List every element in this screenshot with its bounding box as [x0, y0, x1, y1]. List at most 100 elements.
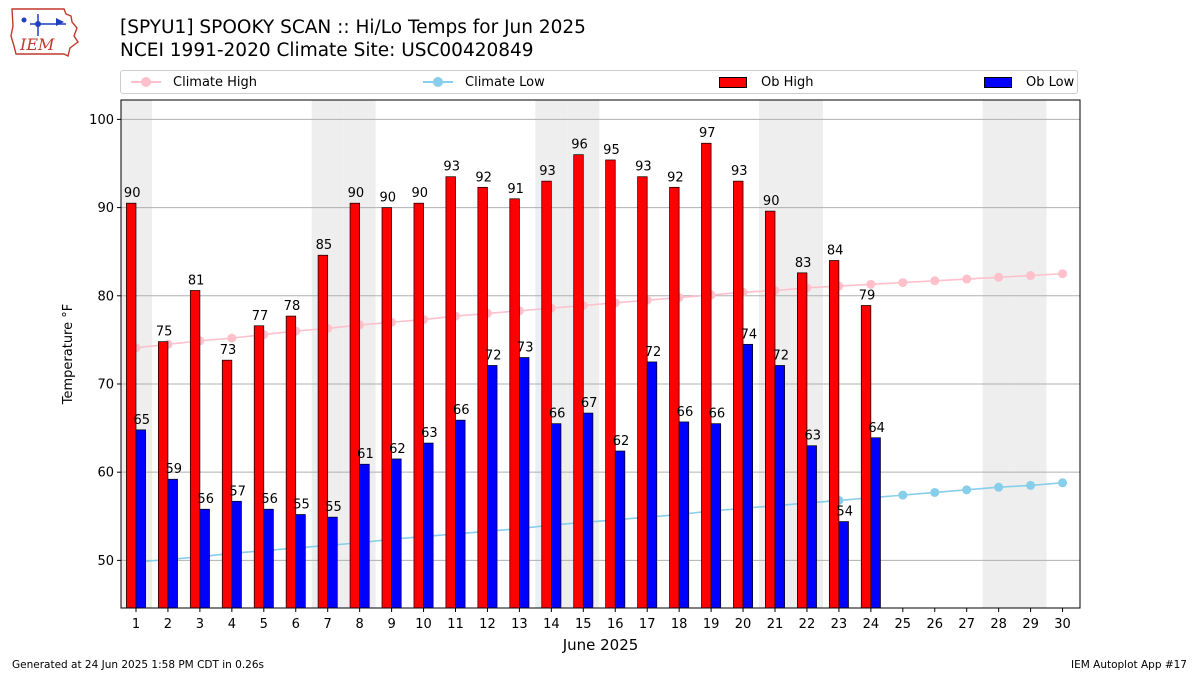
ob-low-bar-23 [838, 521, 849, 609]
ob-low-label-16: 62 [613, 434, 630, 449]
ob-high-label-23: 84 [827, 244, 844, 259]
ob-low-bar-22 [806, 445, 817, 609]
climate-high-point-30 [1058, 269, 1068, 279]
ob-low-label-10: 63 [421, 426, 438, 441]
ob-low-label-7: 55 [325, 500, 342, 515]
climate-low-point-25 [898, 490, 908, 500]
ob-low-label-6: 55 [293, 498, 310, 513]
climate-low-swatch [423, 77, 453, 87]
x-tick-label-21: 21 [767, 617, 784, 632]
ob-high-label-13: 91 [507, 182, 524, 197]
ob-high-bar-3 [189, 290, 201, 609]
legend-climate-high: Climate High [131, 71, 257, 93]
ob-high-bar-23 [828, 260, 840, 609]
x-axis-label: June 2025 [562, 636, 639, 654]
climate-low-point-27 [962, 485, 972, 495]
x-tick-label-17: 17 [639, 617, 656, 632]
ob-high-label-1: 90 [124, 186, 141, 201]
ob-low-bar-6 [295, 514, 306, 609]
y-tick-label-60: 60 [97, 466, 114, 481]
logo-text: IEM [19, 35, 55, 54]
legend-ob-low: Ob Low [984, 71, 1074, 93]
ob-high-bar-15 [573, 154, 584, 609]
ob-low-bar-18 [678, 421, 690, 609]
ob-low-bar-19 [710, 423, 722, 609]
climate-high-swatch [131, 77, 161, 87]
x-tick-label-4: 4 [228, 617, 236, 632]
ob-high-label-9: 90 [380, 191, 397, 206]
footer-app: IEM Autoplot App #17 [1071, 659, 1187, 671]
iem-logo: IEM [10, 8, 79, 58]
ob-low-bar-21 [774, 365, 785, 609]
legend-ob-low-label: Ob Low [1026, 74, 1075, 90]
legend-climate-high-label: Climate High [173, 74, 258, 90]
ob-high-bar-9 [381, 207, 392, 609]
ob-high-swatch [719, 76, 747, 88]
gridlines [121, 118, 1080, 561]
climate-high-point-25 [898, 278, 908, 288]
ob-low-bar-1 [135, 429, 146, 609]
ob-high-bar-17 [637, 176, 648, 609]
ob-low-label-22: 63 [804, 429, 821, 444]
ob-high-bar-11 [445, 176, 456, 609]
legend-ob-high-label: Ob High [761, 74, 814, 90]
ob-high-label-12: 92 [475, 170, 492, 185]
ob-high-label-7: 85 [316, 238, 333, 253]
climate-high-point-4 [227, 333, 237, 343]
ob-high-label-21: 90 [763, 194, 780, 209]
ob-low-label-4: 57 [229, 484, 246, 499]
bars [126, 142, 881, 609]
ob-high-label-17: 93 [635, 160, 652, 175]
x-tick-label-13: 13 [511, 617, 528, 632]
ob-high-bar-1 [126, 202, 137, 609]
x-tick-label-20: 20 [735, 617, 752, 632]
x-tick-label-12: 12 [479, 617, 496, 632]
ob-high-label-10: 90 [411, 186, 428, 201]
ob-high-label-20: 93 [731, 164, 748, 179]
weekend-band-28 [982, 100, 1015, 608]
weekend-band-29 [1014, 100, 1047, 608]
ob-high-bar-21 [765, 210, 776, 609]
ob-high-bar-16 [605, 159, 616, 609]
bar-labels: 90 75 81 73 77 78 85 90 90 90 93 92 91 93 96 95 93 92 97 93… [124, 126, 885, 519]
ob-high-label-5: 77 [252, 309, 269, 324]
ob-low-label-23: 54 [836, 505, 853, 520]
ob-low-bar-17 [646, 361, 658, 609]
ob-low-bar-10 [423, 442, 434, 609]
legend-climate-low-label: Climate Low [465, 74, 545, 90]
ob-low-bar-11 [455, 419, 466, 609]
y-tick-label-80: 80 [97, 289, 114, 304]
x-tick-label-23: 23 [831, 617, 848, 632]
x-tick-label-9: 9 [387, 617, 395, 632]
x-tick-label-30: 30 [1054, 617, 1071, 632]
ob-high-label-11: 93 [443, 160, 460, 175]
climate-low-point-26 [930, 487, 940, 497]
ob-low-label-1: 65 [134, 413, 151, 428]
ob-low-bar-2 [167, 478, 178, 609]
ob-low-label-3: 56 [197, 492, 214, 507]
ob-high-bar-20 [733, 180, 744, 609]
ob-high-bar-10 [413, 202, 424, 609]
x-tick-label-2: 2 [164, 617, 172, 632]
ob-high-bar-8 [349, 202, 360, 609]
ob-low-label-17: 72 [645, 345, 662, 360]
ob-low-label-11: 66 [453, 403, 470, 418]
ob-low-bar-14 [550, 423, 562, 609]
x-tick-label-5: 5 [260, 617, 268, 632]
plot-frame [120, 99, 1081, 609]
x-tick-label-15: 15 [575, 617, 592, 632]
y-tick-label-90: 90 [97, 201, 114, 216]
climate-high-point-29 [1026, 271, 1036, 281]
ob-low-label-5: 56 [261, 492, 278, 507]
ob-low-bar-4 [231, 500, 242, 609]
ob-high-bar-14 [541, 180, 552, 609]
climate-low-point-28 [994, 482, 1004, 492]
climate-high-point-26 [930, 276, 940, 286]
ob-low-bar-12 [487, 365, 498, 609]
ob-low-bar-20 [742, 343, 753, 609]
x-tick-label-16: 16 [607, 617, 624, 632]
y-tick-label-70: 70 [97, 377, 114, 392]
x-tick-label-27: 27 [958, 617, 975, 632]
